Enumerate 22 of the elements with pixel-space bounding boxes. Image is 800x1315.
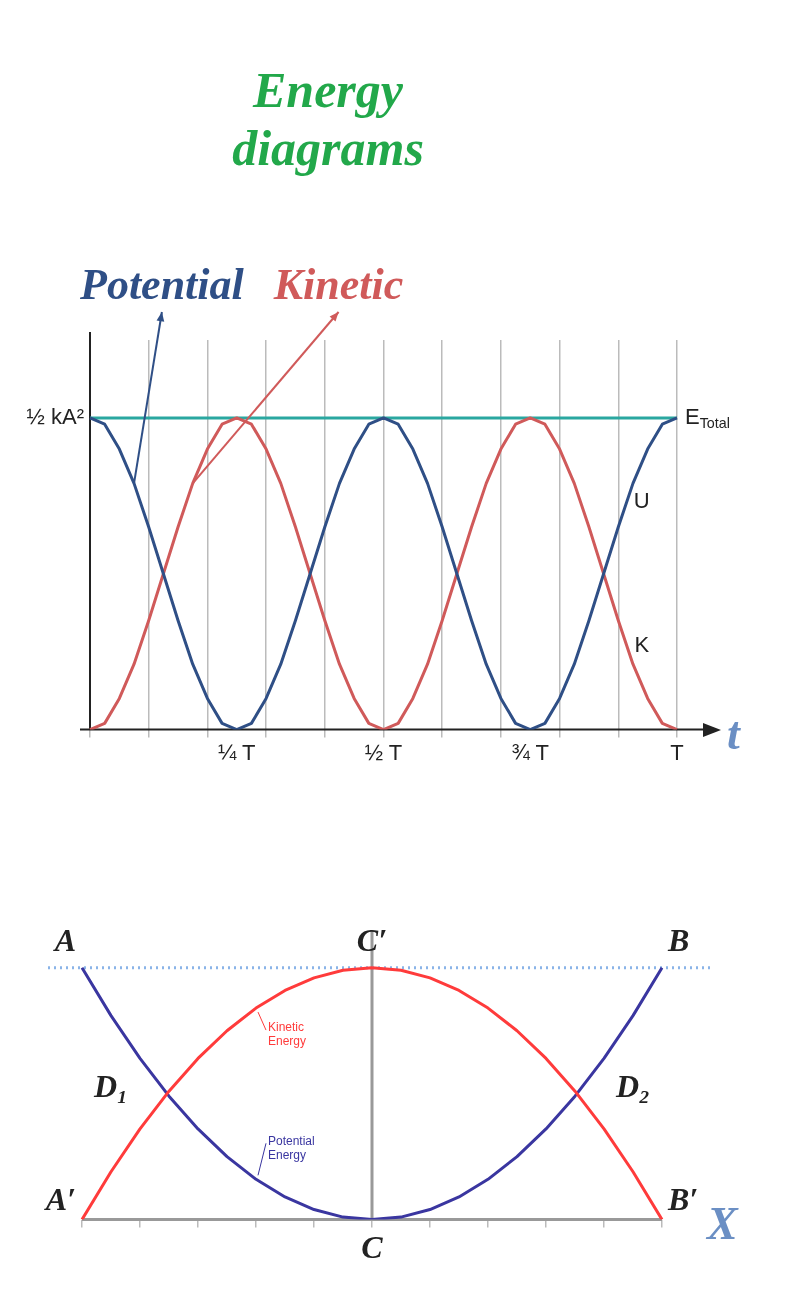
annotation: D₂ — [614, 1067, 651, 1104]
text: B — [667, 921, 690, 958]
text: A′ — [43, 1181, 76, 1218]
annotation: K — [634, 631, 650, 657]
x-tick-label: ¼ T — [217, 739, 256, 765]
series-label: Potential Energy — [268, 1133, 315, 1162]
legend-label: Kinetic Energy — [268, 1020, 307, 1049]
text: A — [52, 921, 76, 958]
text: C′ — [356, 921, 388, 958]
x-tick-label: ½ T — [364, 739, 403, 765]
annotation: D₁ — [92, 1067, 129, 1104]
x-axis-title: X — [705, 1198, 739, 1250]
chart-title: Energy diagrams — [231, 61, 425, 177]
text: Kinetic — [272, 260, 404, 310]
x-tick-label: ¾ T — [511, 739, 550, 765]
text: B′ — [667, 1181, 699, 1218]
x-axis-title: t — [727, 708, 741, 760]
x-tick-label: T — [670, 739, 684, 765]
annotation: U — [633, 488, 650, 514]
text: C — [361, 1229, 384, 1266]
text: ½ kA² — [26, 403, 85, 429]
text: Potential — [79, 260, 245, 310]
